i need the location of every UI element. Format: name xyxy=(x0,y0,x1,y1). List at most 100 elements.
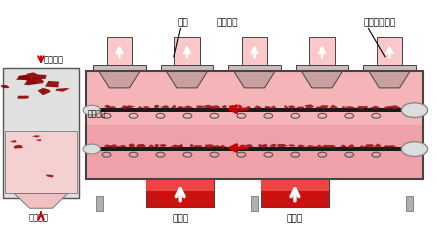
Polygon shape xyxy=(329,145,336,148)
FancyBboxPatch shape xyxy=(251,196,258,211)
Polygon shape xyxy=(342,106,346,108)
Polygon shape xyxy=(121,105,130,109)
Polygon shape xyxy=(36,139,42,141)
Polygon shape xyxy=(261,144,267,148)
Polygon shape xyxy=(288,105,295,109)
Polygon shape xyxy=(346,106,355,109)
Polygon shape xyxy=(24,81,38,85)
Polygon shape xyxy=(288,144,296,147)
Polygon shape xyxy=(246,106,251,109)
Polygon shape xyxy=(238,104,243,109)
Polygon shape xyxy=(104,105,111,109)
Polygon shape xyxy=(388,105,400,110)
Polygon shape xyxy=(0,85,9,88)
Polygon shape xyxy=(14,193,68,208)
Polygon shape xyxy=(229,105,236,109)
Polygon shape xyxy=(265,106,271,109)
Polygon shape xyxy=(38,88,51,95)
Polygon shape xyxy=(269,144,277,148)
FancyBboxPatch shape xyxy=(261,179,329,191)
Polygon shape xyxy=(245,144,253,148)
Polygon shape xyxy=(254,105,262,109)
FancyBboxPatch shape xyxy=(93,65,146,71)
Polygon shape xyxy=(232,145,238,149)
FancyBboxPatch shape xyxy=(174,37,200,65)
Circle shape xyxy=(402,142,427,156)
Polygon shape xyxy=(233,71,275,88)
Polygon shape xyxy=(192,145,203,147)
Polygon shape xyxy=(160,105,170,108)
Polygon shape xyxy=(323,145,330,148)
FancyBboxPatch shape xyxy=(96,196,103,211)
Text: 滤饶: 滤饶 xyxy=(177,18,188,27)
Polygon shape xyxy=(329,105,338,109)
Polygon shape xyxy=(178,144,183,148)
Text: 滤饶出口: 滤饶出口 xyxy=(29,213,49,222)
Polygon shape xyxy=(360,145,365,148)
FancyBboxPatch shape xyxy=(86,71,423,125)
Polygon shape xyxy=(205,144,216,149)
FancyBboxPatch shape xyxy=(309,37,335,65)
Polygon shape xyxy=(155,144,159,147)
Polygon shape xyxy=(219,145,225,149)
FancyBboxPatch shape xyxy=(261,179,329,207)
Circle shape xyxy=(402,103,427,118)
FancyBboxPatch shape xyxy=(146,179,214,191)
Text: 滤饶进口: 滤饶进口 xyxy=(43,56,63,64)
Polygon shape xyxy=(320,105,329,109)
Polygon shape xyxy=(10,140,17,143)
Circle shape xyxy=(83,144,101,154)
Polygon shape xyxy=(170,144,182,148)
Polygon shape xyxy=(14,145,23,148)
Polygon shape xyxy=(284,105,288,109)
Polygon shape xyxy=(129,144,135,148)
Polygon shape xyxy=(258,144,262,147)
Polygon shape xyxy=(138,106,142,109)
Polygon shape xyxy=(109,144,118,149)
Text: 排出气体: 排出气体 xyxy=(217,18,238,27)
Polygon shape xyxy=(26,72,47,79)
Polygon shape xyxy=(196,105,205,109)
FancyBboxPatch shape xyxy=(146,179,214,207)
FancyBboxPatch shape xyxy=(89,147,420,151)
Text: 热空气: 热空气 xyxy=(172,214,188,223)
Polygon shape xyxy=(214,145,220,148)
Polygon shape xyxy=(340,144,347,148)
Polygon shape xyxy=(159,144,167,148)
Polygon shape xyxy=(32,135,41,138)
Polygon shape xyxy=(364,106,368,108)
Polygon shape xyxy=(306,145,316,148)
FancyBboxPatch shape xyxy=(377,37,402,65)
Polygon shape xyxy=(385,145,396,147)
Polygon shape xyxy=(384,106,392,109)
Polygon shape xyxy=(297,106,305,109)
Polygon shape xyxy=(45,81,59,87)
Polygon shape xyxy=(143,106,150,109)
FancyBboxPatch shape xyxy=(3,68,79,198)
FancyBboxPatch shape xyxy=(295,65,348,71)
Polygon shape xyxy=(14,146,18,148)
Polygon shape xyxy=(357,106,366,110)
Polygon shape xyxy=(18,74,31,81)
Polygon shape xyxy=(210,105,220,109)
Polygon shape xyxy=(271,105,276,109)
Text: 干燥后的滤饶: 干燥后的滤饶 xyxy=(363,18,395,27)
FancyBboxPatch shape xyxy=(5,131,77,193)
Text: 热空气: 热空气 xyxy=(287,214,303,223)
Polygon shape xyxy=(375,144,382,148)
FancyBboxPatch shape xyxy=(228,65,281,71)
Polygon shape xyxy=(154,105,160,108)
Polygon shape xyxy=(189,144,194,147)
Polygon shape xyxy=(277,144,288,147)
Polygon shape xyxy=(316,106,322,109)
Polygon shape xyxy=(55,88,70,92)
Text: 滤饶粉碗: 滤饶粉碗 xyxy=(88,109,106,118)
Polygon shape xyxy=(136,144,146,148)
Polygon shape xyxy=(221,105,228,108)
Polygon shape xyxy=(383,145,391,148)
Polygon shape xyxy=(125,105,135,108)
Polygon shape xyxy=(148,144,154,148)
Polygon shape xyxy=(364,144,375,148)
Polygon shape xyxy=(183,105,193,109)
Polygon shape xyxy=(118,145,127,148)
